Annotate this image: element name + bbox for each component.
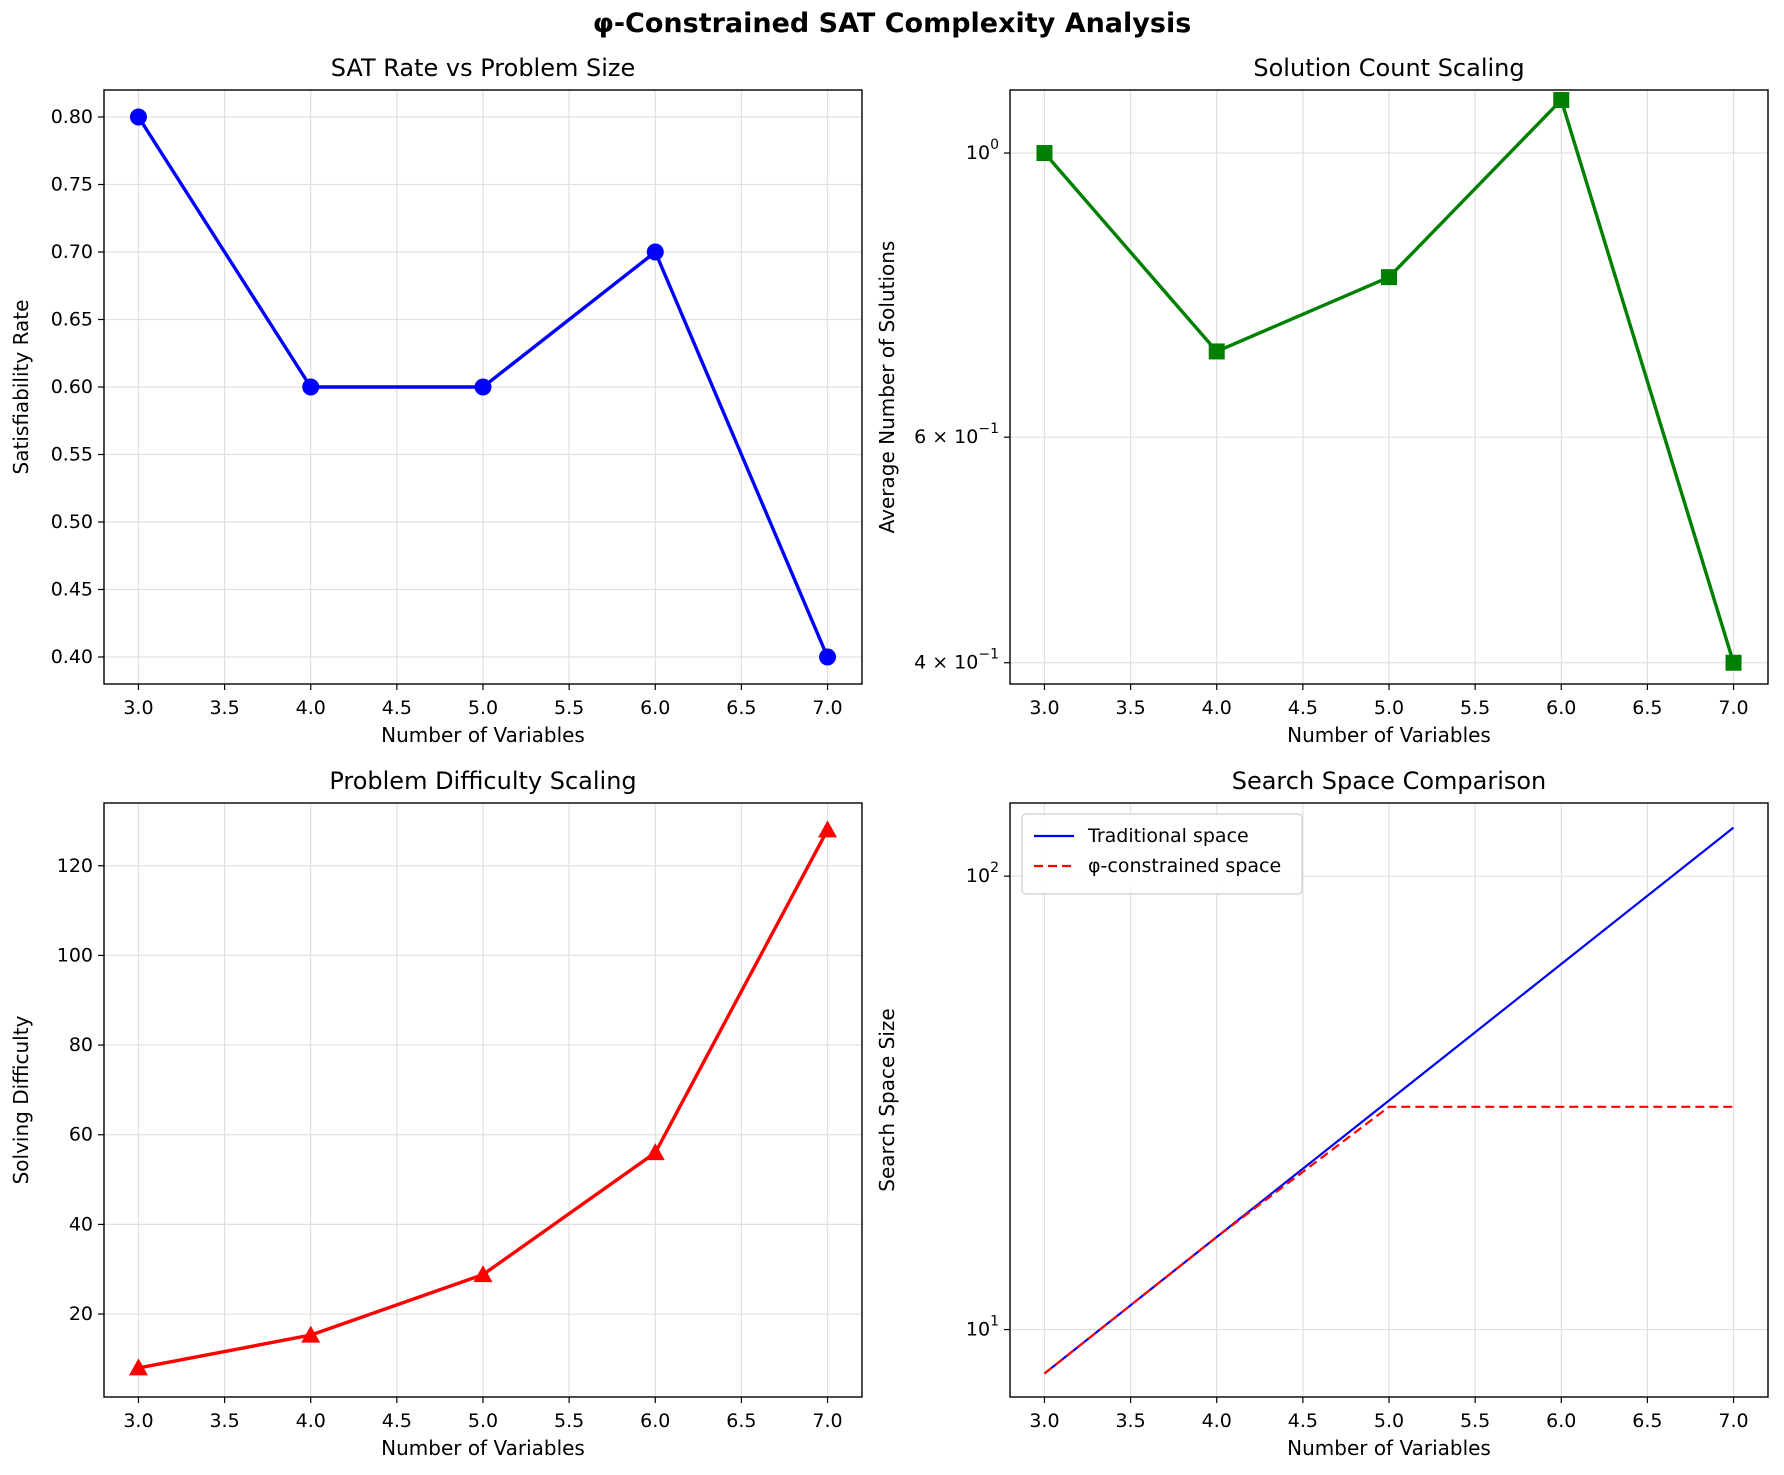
x-tick-label: 6.0 [640,697,670,719]
x-tick-label: 7.0 [812,697,842,719]
data-point [302,378,320,396]
y-tick-label: 0.65 [51,309,93,331]
y-tick-label: 0.80 [51,106,93,128]
y-tick-label: 0.70 [51,241,93,263]
figure-title: φ-Constrained SAT Complexity Analysis [592,8,1192,39]
x-tick-label: 5.5 [554,697,584,719]
y-tick-label: 0.45 [51,579,93,601]
x-axis-label: Number of Variables [381,723,585,747]
y-tick-label: 0.50 [51,511,93,533]
y-tick-label: 0.60 [51,376,93,398]
x-tick-label: 4.5 [382,697,412,719]
x-tick-label: 5.0 [468,697,498,719]
data-point [819,648,837,666]
x-tick-label: 6.5 [726,697,756,719]
x-tick-label: 3.0 [123,697,153,719]
data-point [474,378,492,396]
y-tick-label: 0.75 [51,174,93,196]
y-tick-label: 0.55 [51,444,93,466]
y-axis-label: Satisfiability Rate [9,300,33,475]
data-point [646,243,664,261]
data-point [129,108,147,126]
x-tick-label: 4.0 [296,697,326,719]
chart-title: SAT Rate vs Problem Size [331,54,636,82]
y-tick-label: 0.40 [51,646,93,668]
x-tick-label: 3.5 [209,697,239,719]
